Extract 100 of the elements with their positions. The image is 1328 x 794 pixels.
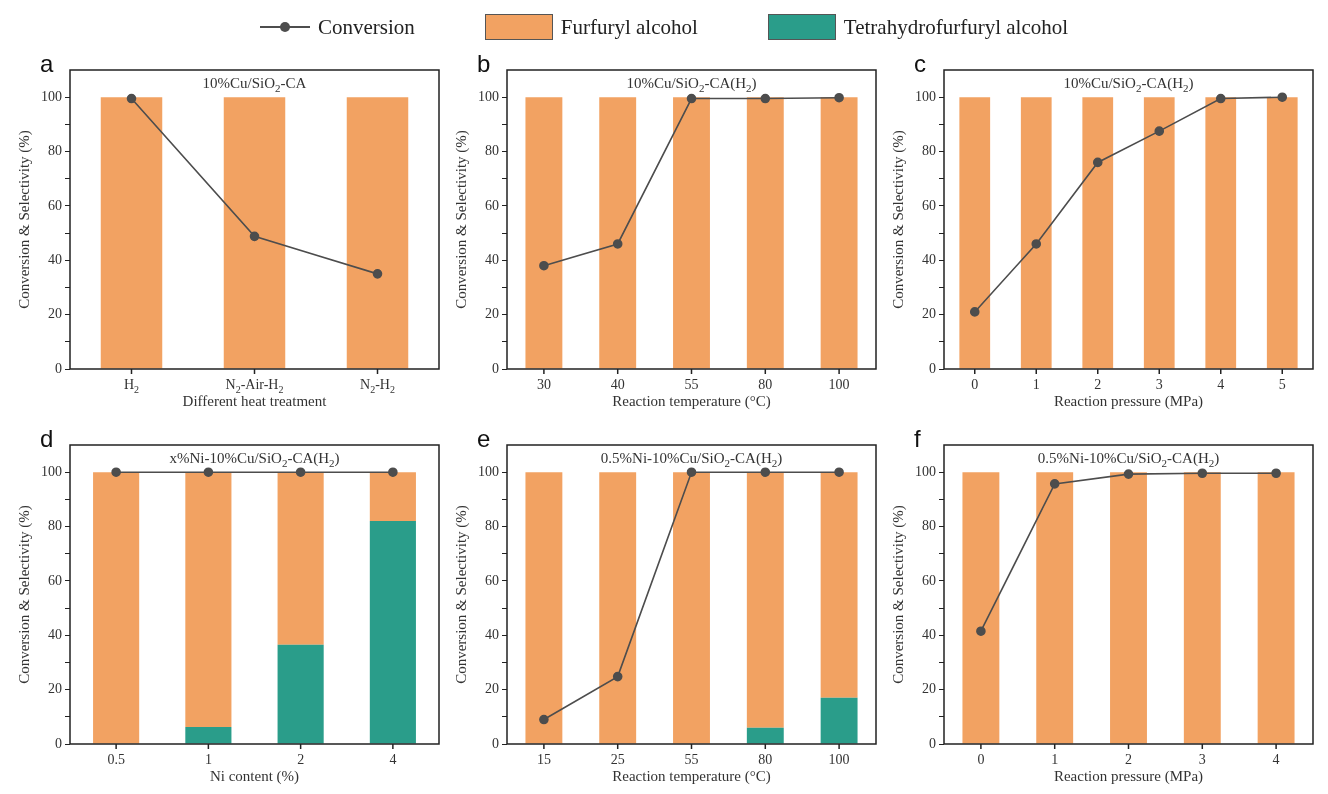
y-tick-label: 80 <box>48 143 62 159</box>
x-axis-title: Different heat treatment <box>182 393 328 409</box>
bar <box>599 472 637 744</box>
y-tick-label: 100 <box>478 463 499 479</box>
y-tick-label: 0 <box>55 360 62 376</box>
x-axis-title: Reaction temperature (°C) <box>612 393 771 410</box>
bar <box>673 472 710 744</box>
y-axis-title: Conversion & Selectivity (%) <box>15 505 33 684</box>
point <box>1271 468 1281 479</box>
x-tick-label: 1 <box>1032 377 1040 392</box>
y-axis-title: Conversion & Selectivity (%) <box>452 505 470 684</box>
text: b <box>477 50 491 77</box>
x-tick-label: 80 <box>758 752 773 767</box>
bar <box>746 472 784 728</box>
point <box>834 92 844 103</box>
y-tick-label: 80 <box>485 518 499 534</box>
text: c <box>914 50 926 77</box>
point <box>126 93 137 104</box>
bar <box>93 472 140 744</box>
point <box>612 239 623 249</box>
x-axis-title: Reaction pressure (MPa) <box>1053 768 1204 785</box>
x-tick-label: 0 <box>977 752 985 767</box>
bar <box>369 521 416 744</box>
point <box>612 671 623 682</box>
x-axis-title: Reaction temperature (°C) <box>612 768 771 785</box>
y-tick-label: 40 <box>485 626 499 642</box>
point <box>686 467 697 477</box>
y-tick-label: 80 <box>485 143 499 159</box>
x-tick-label: 30 <box>536 377 551 392</box>
bar <box>820 472 858 698</box>
y-tick-label: 60 <box>922 197 936 213</box>
text: e <box>477 425 491 452</box>
point <box>1154 126 1165 136</box>
y-tick-label: 40 <box>485 251 499 267</box>
bar <box>277 644 324 744</box>
point <box>249 231 260 242</box>
x-tick-label: 4 <box>1217 377 1225 392</box>
y-axis-title: Conversion & Selectivity (%) <box>889 505 907 684</box>
y-tick-label: 20 <box>485 681 499 697</box>
point <box>372 269 383 279</box>
bar <box>820 697 858 744</box>
point <box>686 93 697 104</box>
x-tick-label: 5 <box>1278 377 1286 392</box>
y-tick-label: 40 <box>922 626 936 642</box>
x-tick-label: 80 <box>758 377 773 392</box>
x-tick-label: 55 <box>684 752 699 767</box>
x-tick-label: 4 <box>1272 752 1280 767</box>
point <box>1049 479 1060 489</box>
y-tick-label: 0 <box>929 360 936 376</box>
point <box>1215 93 1226 104</box>
x-tick-label: 2 <box>1094 377 1102 392</box>
point <box>969 307 980 317</box>
y-tick-label: 0 <box>929 735 936 751</box>
y-tick-label: 100 <box>41 463 62 479</box>
y-tick-label: 80 <box>922 143 936 159</box>
bar <box>277 472 324 645</box>
y-tick-label: 100 <box>915 88 936 104</box>
point <box>1031 239 1042 249</box>
x-tick-label: 100 <box>828 752 850 767</box>
point <box>976 626 986 636</box>
y-tick-label: 0 <box>492 360 499 376</box>
y-axis-title: Conversion & Selectivity (%) <box>15 130 33 309</box>
y-tick-label: 60 <box>922 572 936 588</box>
point <box>1123 469 1134 479</box>
y-tick-label: 100 <box>478 88 499 104</box>
point <box>539 714 549 725</box>
y-tick-label: 60 <box>485 572 499 588</box>
y-tick-label: 20 <box>485 306 499 322</box>
x-tick-label: 1 <box>1051 752 1059 767</box>
text: a <box>40 50 54 77</box>
x-tick-label: 15 <box>536 752 551 767</box>
y-tick-label: 40 <box>922 251 936 267</box>
y-tick-label: 0 <box>55 735 62 751</box>
y-tick-label: 100 <box>41 88 62 104</box>
x-tick-label: 3 <box>1155 377 1163 392</box>
x-tick-label: 0 <box>971 377 979 392</box>
point <box>760 467 771 477</box>
legend-label: Furfuryl alcohol <box>560 14 698 40</box>
bar <box>746 727 784 744</box>
x-axis-title: Ni content (%) <box>209 768 300 785</box>
x-tick-label: 25 <box>610 752 625 767</box>
bar <box>185 726 232 744</box>
y-tick-label: 20 <box>48 306 62 322</box>
point <box>1197 468 1208 479</box>
point <box>1092 157 1103 168</box>
legend-label: Tetrahydrofurfuryl alcohol <box>843 14 1069 40</box>
y-tick-label: 60 <box>48 197 62 213</box>
point <box>1277 92 1288 102</box>
legend-label: Conversion <box>317 14 415 40</box>
x-tick-label: 1 <box>204 752 212 767</box>
x-tick-label: 4 <box>389 752 397 767</box>
bar <box>185 472 232 727</box>
y-tick-label: 20 <box>922 306 936 322</box>
y-tick-label: 80 <box>48 518 62 534</box>
x-axis-title: Reaction pressure (MPa) <box>1053 393 1204 410</box>
y-tick-label: 20 <box>48 681 62 697</box>
x-tick-label: 3 <box>1198 752 1206 767</box>
x-tick-label: 40 <box>610 377 625 392</box>
y-tick-label: 60 <box>48 572 62 588</box>
x-tick-label: 2 <box>297 752 305 767</box>
